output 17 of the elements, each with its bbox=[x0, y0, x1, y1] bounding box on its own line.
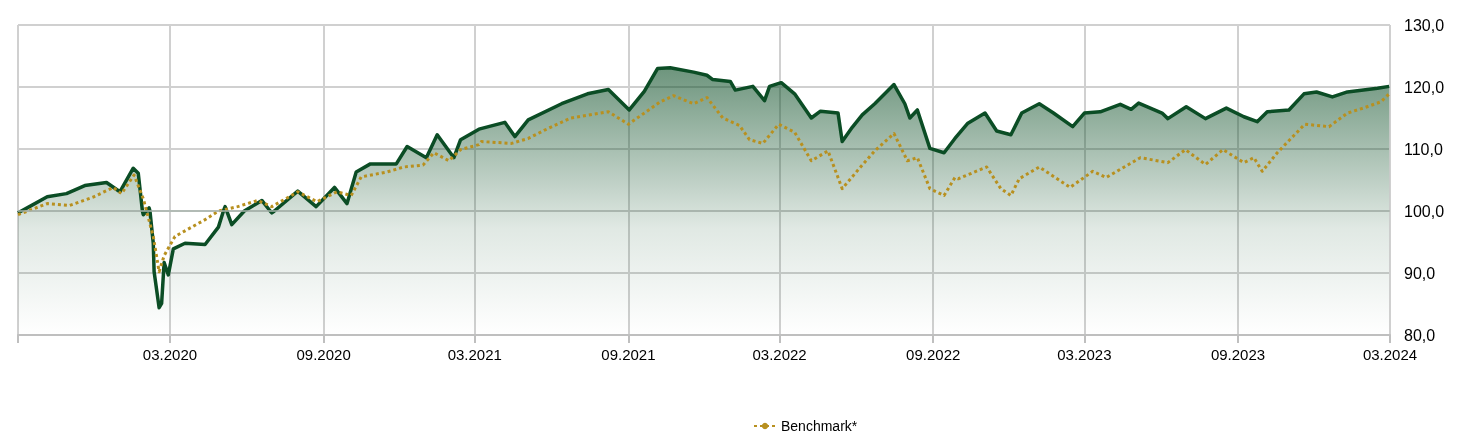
x-tick-label: 09.2023 bbox=[1210, 346, 1266, 363]
x-tick-label: 03.2024 bbox=[1362, 346, 1418, 363]
x-tick-label: 03.2021 bbox=[447, 346, 502, 363]
y-tick-label: 100,0 bbox=[1404, 202, 1445, 220]
y-tick-label: 120,0 bbox=[1404, 78, 1445, 96]
x-tick-label: 03.2022 bbox=[752, 346, 807, 363]
x-tick-label: 03.2020 bbox=[142, 346, 198, 363]
x-tick-label: 03.2023 bbox=[1057, 346, 1112, 363]
legend-label: Benchmark* bbox=[781, 418, 858, 434]
x-tick-label: 09.2022 bbox=[906, 346, 961, 363]
x-tick-label: 09.2021 bbox=[601, 346, 656, 363]
y-tick-label: 90,0 bbox=[1404, 264, 1436, 282]
line-series bbox=[16, 92, 1391, 274]
y-tick-label: 110,0 bbox=[1404, 140, 1443, 158]
y-tick-label: 130,0 bbox=[1404, 16, 1445, 34]
x-tick-label: 09.2020 bbox=[296, 346, 351, 363]
y-tick-label: 80,0 bbox=[1404, 326, 1436, 344]
